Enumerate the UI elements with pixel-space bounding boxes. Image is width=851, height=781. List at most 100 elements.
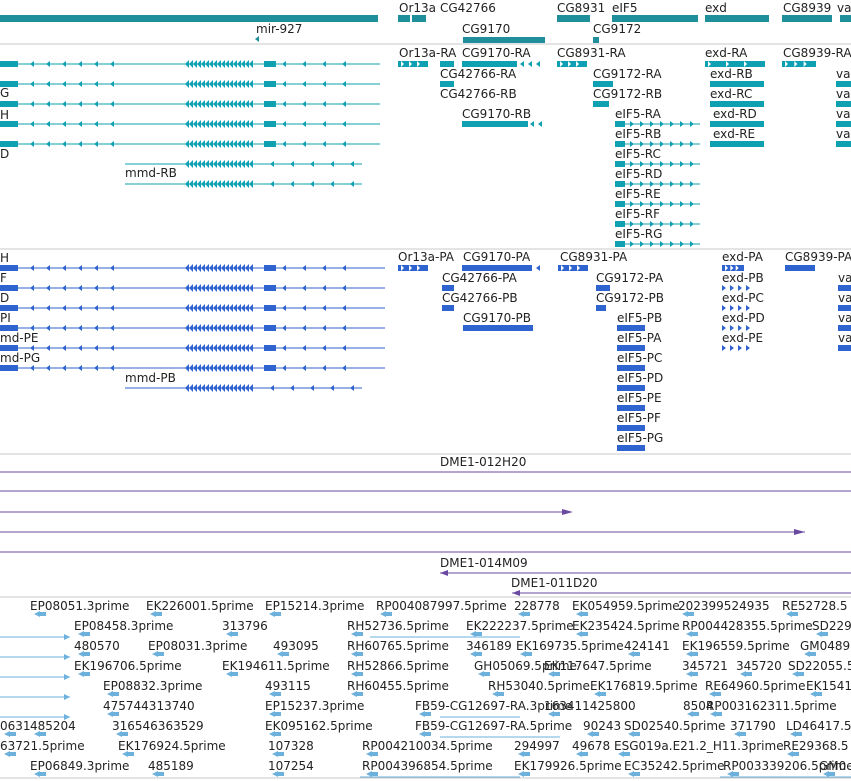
exon-block[interactable] <box>796 732 802 736</box>
exon-block[interactable] <box>710 141 764 147</box>
strand-arrow[interactable] <box>630 221 634 227</box>
exon-block[interactable] <box>836 101 851 107</box>
exon-arrow[interactable] <box>209 344 213 352</box>
est-arrow[interactable] <box>682 611 688 617</box>
strand-arrow[interactable] <box>690 181 694 187</box>
strand-arrow[interactable] <box>690 221 694 227</box>
exon-block[interactable] <box>554 712 560 716</box>
exon-block[interactable] <box>0 345 18 351</box>
est-arrow[interactable] <box>594 691 600 697</box>
strand-arrow[interactable] <box>722 305 726 311</box>
strand-arrow[interactable] <box>330 385 334 391</box>
exon-arrow[interactable] <box>217 284 221 292</box>
est-arrow[interactable] <box>686 631 692 637</box>
exon-block[interactable] <box>264 285 276 291</box>
strand-arrow[interactable] <box>342 305 346 311</box>
exon-arrow[interactable] <box>245 140 249 148</box>
est-arrow[interactable] <box>790 731 796 737</box>
exon-block[interactable] <box>600 692 606 696</box>
exon-arrow[interactable] <box>193 284 197 292</box>
exon-arrow[interactable] <box>185 324 189 332</box>
exon-arrow[interactable] <box>205 100 209 108</box>
exon-arrow[interactable] <box>201 180 205 188</box>
strand-arrow[interactable] <box>30 305 34 311</box>
mir-927-glyph[interactable] <box>255 36 259 42</box>
exon-arrow[interactable] <box>193 364 197 372</box>
exon-block[interactable] <box>425 732 431 736</box>
strand-arrow[interactable] <box>322 345 326 351</box>
exon-arrow[interactable] <box>237 304 241 312</box>
exon-block[interactable] <box>440 81 454 87</box>
exon-arrow[interactable] <box>233 364 237 372</box>
strand-arrow[interactable] <box>670 121 674 127</box>
strand-arrow[interactable] <box>670 181 674 187</box>
strand-arrow[interactable] <box>282 265 286 271</box>
strand-arrow[interactable] <box>110 101 114 107</box>
exon-arrow[interactable] <box>209 304 213 312</box>
exon-arrow[interactable] <box>217 384 221 392</box>
exon-arrow[interactable] <box>225 384 229 392</box>
strand-arrow[interactable] <box>708 61 711 67</box>
exon-arrow[interactable] <box>249 140 253 148</box>
exon-block[interactable] <box>0 325 18 331</box>
est-arrow[interactable] <box>576 631 582 637</box>
exon-block[interactable] <box>264 61 276 67</box>
exon-block[interactable] <box>612 15 698 22</box>
exon-arrow[interactable] <box>225 304 229 312</box>
exon-block[interactable] <box>617 385 645 391</box>
exon-block[interactable] <box>793 752 799 756</box>
strand-arrow[interactable] <box>528 265 532 271</box>
exon-arrow[interactable] <box>213 264 217 272</box>
est-arrow[interactable] <box>518 751 524 757</box>
strand-arrow[interactable] <box>62 345 66 351</box>
strand-arrow[interactable] <box>630 181 634 187</box>
strand-arrow[interactable] <box>302 305 306 311</box>
exon-arrow[interactable] <box>185 384 189 392</box>
strand-arrow[interactable] <box>342 265 346 271</box>
est-arrow[interactable] <box>618 751 624 757</box>
strand-arrow[interactable] <box>94 61 98 67</box>
est-arrow[interactable] <box>150 611 156 617</box>
exon-arrow[interactable] <box>209 140 213 148</box>
exon-arrow[interactable] <box>193 140 197 148</box>
exon-arrow[interactable] <box>245 324 249 332</box>
strand-arrow[interactable] <box>62 305 66 311</box>
exon-arrow[interactable] <box>233 120 237 128</box>
exon-arrow[interactable] <box>229 80 233 88</box>
exon-arrow[interactable] <box>193 264 197 272</box>
exon-arrow[interactable] <box>197 80 201 88</box>
strand-arrow[interactable] <box>110 365 114 371</box>
strand-arrow[interactable] <box>270 181 274 187</box>
exon-arrow[interactable] <box>225 344 229 352</box>
exon-arrow[interactable] <box>209 324 213 332</box>
exon-block[interactable] <box>156 612 162 616</box>
exon-block[interactable] <box>0 141 18 147</box>
exon-arrow[interactable] <box>241 284 245 292</box>
strand-arrow[interactable] <box>78 81 82 87</box>
exon-arrow[interactable] <box>197 384 201 392</box>
exon-arrow[interactable] <box>245 60 249 68</box>
exon-block[interactable] <box>693 712 699 716</box>
strand-arrow[interactable] <box>680 221 684 227</box>
exon-block[interactable] <box>782 61 816 67</box>
exon-arrow[interactable] <box>241 120 245 128</box>
exon-arrow[interactable] <box>185 284 189 292</box>
strand-arrow[interactable] <box>732 141 736 147</box>
strand-arrow[interactable] <box>690 121 694 127</box>
strand-arrow[interactable] <box>78 325 82 331</box>
exon-block[interactable] <box>398 15 410 22</box>
est-arrow[interactable] <box>152 651 158 657</box>
exon-block[interactable] <box>596 285 610 291</box>
exon-block[interactable] <box>617 445 645 451</box>
exon-arrow[interactable] <box>201 324 205 332</box>
exon-arrow[interactable] <box>233 180 237 188</box>
strand-arrow[interactable] <box>78 345 82 351</box>
exon-block[interactable] <box>582 632 588 636</box>
strand-arrow[interactable] <box>730 325 734 331</box>
strand-arrow[interactable] <box>536 265 540 271</box>
exon-arrow[interactable] <box>205 60 209 68</box>
exon-block[interactable] <box>264 121 276 127</box>
exon-block[interactable] <box>158 652 164 656</box>
exon-arrow[interactable] <box>185 364 189 372</box>
